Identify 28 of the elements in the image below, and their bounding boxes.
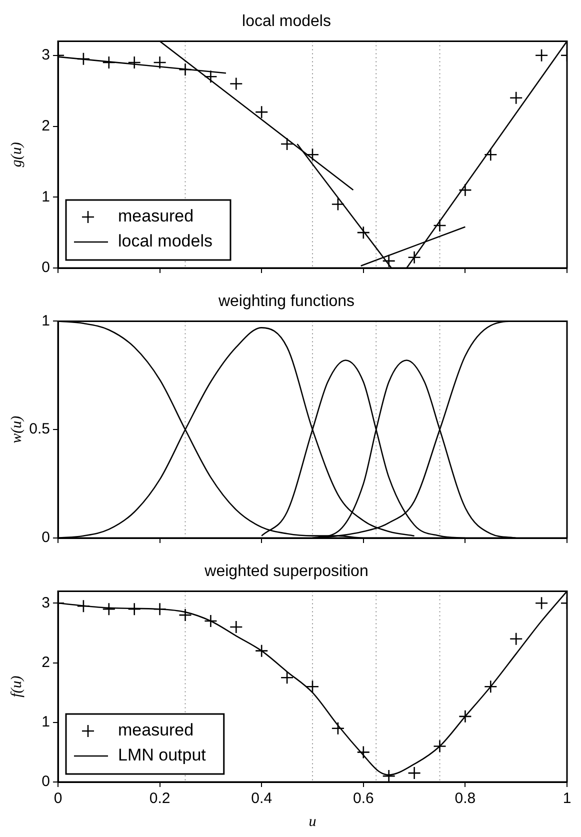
y-axis-title: f(u) bbox=[8, 676, 25, 698]
x-tick-label: 1 bbox=[562, 790, 572, 808]
y-tick-label: 0 bbox=[42, 773, 50, 790]
chart-title: weighting functions bbox=[217, 293, 355, 310]
legend-label: measured bbox=[118, 206, 194, 226]
y-tick-label: 0 bbox=[42, 529, 50, 546]
y-tick-label: 1 bbox=[42, 188, 50, 206]
y-tick-label: 3 bbox=[42, 46, 50, 64]
x-axis-title: u bbox=[308, 814, 316, 830]
y-tick-label: 0 bbox=[42, 259, 50, 276]
legend-label: LMN output bbox=[118, 746, 206, 765]
legend-label: measured bbox=[118, 720, 194, 740]
y-tick-label: 1 bbox=[42, 312, 50, 330]
y-tick-label: 2 bbox=[42, 117, 50, 134]
x-tick-label: 0.6 bbox=[352, 790, 374, 808]
y-tick-label: 2 bbox=[42, 654, 50, 671]
x-tick-label: 0.4 bbox=[251, 790, 272, 808]
chart-title: weighted superposition bbox=[204, 563, 368, 580]
y-tick-label: 1 bbox=[42, 714, 50, 731]
x-tick-label: 0.8 bbox=[454, 790, 476, 808]
y-tick-label: 3 bbox=[42, 594, 50, 612]
y-axis-title: w(u) bbox=[8, 416, 25, 444]
legend-label: local models bbox=[118, 232, 212, 251]
chart-title: local models bbox=[242, 13, 331, 30]
y-axis-title: g(u) bbox=[8, 142, 25, 168]
y-tick-label: 0.5 bbox=[29, 420, 50, 438]
x-tick-label: 0 bbox=[54, 790, 62, 808]
x-tick-label: 0.2 bbox=[149, 790, 170, 808]
